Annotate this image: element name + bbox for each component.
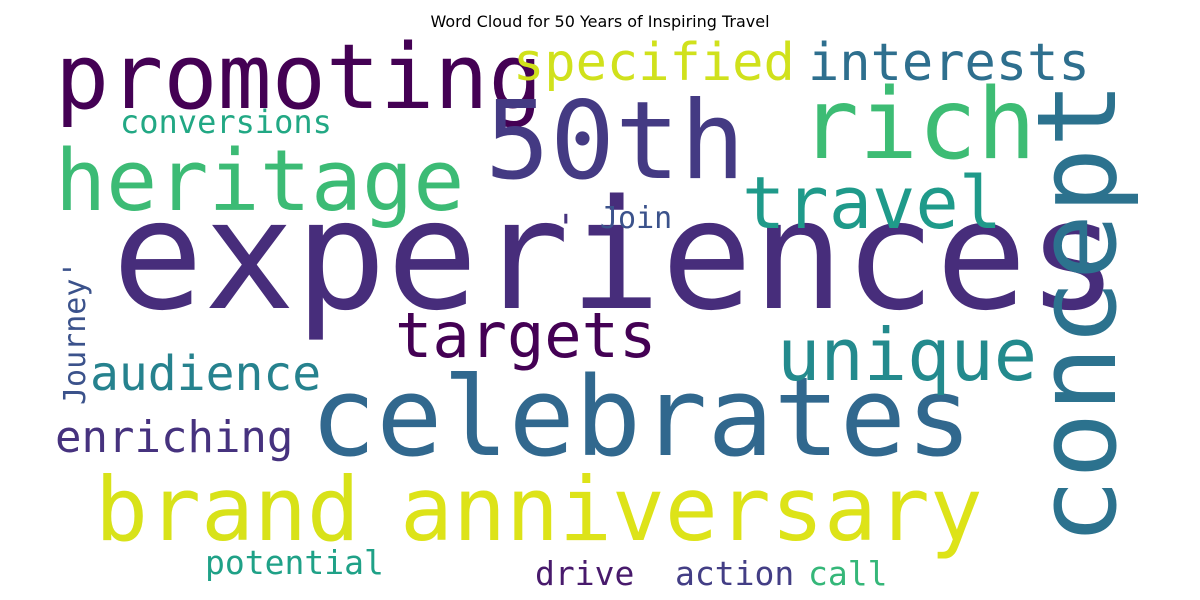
word-heritage: heritage	[55, 132, 464, 231]
word-call: call	[808, 554, 887, 593]
word-apostrophe: '	[555, 208, 577, 249]
word-audience: audience	[90, 346, 321, 402]
word-rich: rich	[800, 68, 1036, 182]
word-celebrates: celebrates	[310, 353, 972, 481]
word-promoting: promoting	[55, 25, 543, 130]
word-travel: travel	[742, 161, 1002, 245]
word-concept: concept	[1013, 81, 1141, 545]
word-join: Join	[600, 201, 672, 236]
word-interests: interests	[808, 33, 1090, 93]
word-action: action	[675, 554, 794, 593]
word-50th: 50th	[485, 79, 745, 204]
word-drive: drive	[535, 554, 634, 593]
chart-title: Word Cloud for 50 Years of Inspiring Tra…	[430, 12, 770, 31]
word-targets: targets	[395, 299, 656, 372]
word-anniversary: anniversary	[400, 458, 983, 561]
word-specified: specified	[513, 33, 795, 93]
word-enriching: enriching	[55, 412, 293, 463]
word-conversions: conversions	[120, 103, 332, 141]
word-journey: Journey'	[58, 261, 93, 406]
word-potential: potential	[205, 543, 384, 582]
word-brand: brand	[95, 458, 360, 561]
word-experiences: experiences	[112, 167, 1119, 344]
word-unique: unique	[777, 313, 1037, 397]
